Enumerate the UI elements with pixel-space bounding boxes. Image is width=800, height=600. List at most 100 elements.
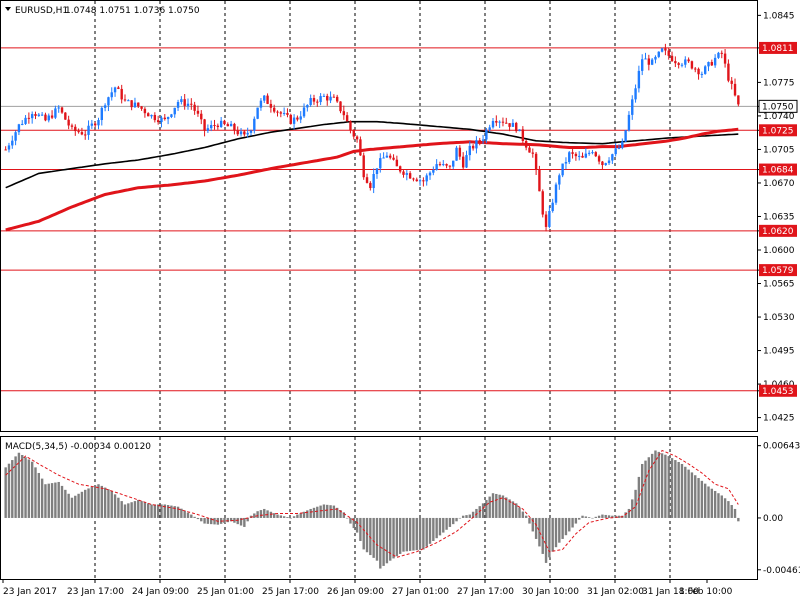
histogram-bar bbox=[495, 493, 498, 518]
candle-body bbox=[710, 62, 714, 66]
candle-body bbox=[657, 51, 660, 57]
candle-body bbox=[7, 145, 11, 150]
macd-tick-label: -0.00461 bbox=[763, 566, 800, 576]
histogram-bar bbox=[531, 517, 534, 532]
candle-body bbox=[216, 125, 220, 128]
histogram-bar bbox=[70, 497, 74, 518]
candle-body bbox=[90, 123, 94, 126]
histogram-bar bbox=[640, 463, 644, 518]
candle-body bbox=[690, 61, 694, 69]
candle-body bbox=[93, 123, 97, 126]
level-tag-label: 1.0620 bbox=[762, 227, 794, 237]
candle-body bbox=[210, 125, 213, 129]
histogram-bar bbox=[27, 459, 31, 518]
histogram-bar bbox=[226, 517, 229, 523]
histogram-bar bbox=[468, 514, 472, 518]
candle-body bbox=[113, 87, 117, 93]
histogram-bar bbox=[521, 511, 525, 518]
histogram-bar bbox=[269, 511, 273, 518]
candle-body bbox=[137, 102, 140, 107]
histogram-bar bbox=[697, 478, 700, 518]
candle-body bbox=[398, 166, 402, 172]
time-tick-label: 30 Jan 10:00 bbox=[522, 587, 579, 597]
histogram-bar bbox=[432, 517, 435, 541]
candle-body bbox=[37, 114, 41, 116]
candle-body bbox=[667, 50, 670, 56]
price-tick-label: 1.0705 bbox=[763, 145, 795, 155]
histogram-bar bbox=[50, 483, 54, 518]
signal-line bbox=[5, 449, 739, 558]
histogram-bar bbox=[272, 513, 276, 518]
candle-body bbox=[279, 112, 283, 114]
level-tag-label: 1.0811 bbox=[762, 44, 794, 54]
candle-body bbox=[173, 107, 176, 115]
candle-body bbox=[4, 149, 7, 151]
macd-signal bbox=[5, 449, 739, 558]
candle-body bbox=[644, 58, 647, 60]
histogram-bar bbox=[402, 517, 405, 552]
histogram-bar bbox=[100, 485, 104, 518]
histogram-bar bbox=[190, 514, 193, 518]
candle-body bbox=[150, 114, 153, 117]
histogram-bar bbox=[667, 456, 670, 518]
candle-body bbox=[720, 52, 723, 54]
candle-body bbox=[50, 115, 54, 118]
candle-body bbox=[432, 169, 435, 173]
candle-body bbox=[518, 129, 521, 132]
candle-body bbox=[266, 95, 269, 104]
candle-body bbox=[57, 107, 60, 109]
candle-body bbox=[156, 120, 160, 123]
histogram-bar bbox=[299, 513, 302, 518]
candle-body bbox=[60, 107, 64, 113]
price-tick-label: 1.0495 bbox=[763, 347, 795, 357]
histogram-bar bbox=[581, 515, 584, 518]
histogram-bar bbox=[733, 508, 737, 518]
histogram-bar bbox=[233, 517, 236, 523]
histogram-bar bbox=[170, 505, 173, 518]
histogram-bar bbox=[176, 506, 180, 518]
histogram-bar bbox=[694, 475, 697, 518]
candle-body bbox=[47, 115, 50, 121]
candle-body bbox=[316, 101, 319, 103]
candle-body bbox=[276, 111, 279, 113]
candle-body bbox=[229, 123, 233, 127]
histogram-bar bbox=[84, 489, 87, 518]
histogram-bar bbox=[382, 517, 385, 566]
histogram-bar bbox=[389, 517, 392, 561]
histogram-bar bbox=[637, 476, 641, 518]
candle-body bbox=[452, 160, 455, 167]
histogram-bar bbox=[379, 517, 382, 569]
histogram-bar bbox=[657, 451, 660, 518]
candle-body bbox=[395, 159, 399, 167]
histogram-bar bbox=[140, 501, 143, 518]
price-panel-frame bbox=[0, 0, 758, 432]
histogram-bar bbox=[97, 484, 100, 518]
candle-body bbox=[438, 164, 442, 166]
price-axis: 1.0845 1.0775 1.0740 1.0705 1.0670 1.0635 1.06… bbox=[757, 11, 795, 424]
candle-body bbox=[624, 130, 627, 142]
macd-panel-frame bbox=[0, 436, 758, 580]
candle-body bbox=[465, 155, 468, 168]
histogram-bar bbox=[34, 467, 37, 518]
candle-body bbox=[604, 163, 607, 166]
histogram-bar bbox=[137, 499, 140, 518]
histogram-bar bbox=[558, 517, 561, 543]
candle-body bbox=[650, 59, 654, 65]
candle-body bbox=[531, 152, 534, 154]
candle-body bbox=[170, 114, 173, 117]
candle-body bbox=[107, 97, 110, 106]
candle-body bbox=[249, 130, 253, 133]
histogram-bar bbox=[597, 515, 601, 518]
candle-body bbox=[355, 136, 359, 140]
candle-body bbox=[571, 152, 574, 154]
candle-body bbox=[581, 155, 584, 158]
histogram-bar bbox=[412, 517, 415, 551]
candle-body bbox=[40, 114, 44, 116]
candle-body bbox=[379, 158, 382, 169]
candle-body bbox=[392, 157, 395, 160]
time-tick-label: 25 Jan 17:00 bbox=[262, 587, 319, 597]
histogram-bar bbox=[461, 515, 465, 518]
candle-body bbox=[521, 129, 525, 142]
dropdown-triangle-icon[interactable] bbox=[5, 7, 11, 11]
